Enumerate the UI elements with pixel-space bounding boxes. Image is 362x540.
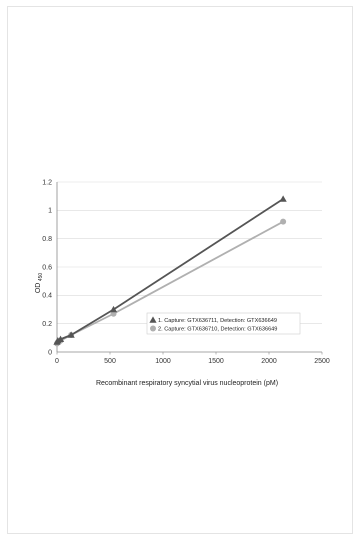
legend-marker (150, 325, 156, 332)
x-tick-label: 2000 (261, 358, 277, 365)
legend: 1. Capture: GTX636711, Detection: GTX636… (146, 312, 301, 335)
data-point (56, 335, 65, 342)
legend-label: 1. Capture: GTX636711, Detection: GTX636… (158, 318, 277, 324)
y-axis-title-main: OD (35, 283, 42, 294)
data-point (109, 305, 118, 313)
series (53, 195, 287, 347)
x-tick-label: 2500 (314, 358, 330, 365)
y-tick-label: 0.6 (42, 264, 52, 271)
y-tick-label: 0.8 (42, 236, 52, 243)
tick-labels: 0 0.2 0.4 0.6 0.8 1 1.2 0 500 1000 1500 2000 2500 (42, 179, 330, 365)
data-point (279, 195, 287, 202)
legend-items: 1. Capture: GTX636711, Detection: GTX636… (149, 316, 277, 333)
gridlines (57, 181, 322, 324)
y-tick-label: 0.2 (42, 321, 52, 328)
x-tick-label: 0 (55, 358, 59, 365)
y-axis-title-subscript: 450 (38, 273, 44, 282)
y-tick-label: 1 (48, 208, 52, 215)
data-point (67, 331, 75, 338)
series-triangle (53, 195, 287, 345)
y-tick-label: 0 (48, 349, 52, 356)
y-axis-title: OD450 (35, 273, 44, 294)
legend-label: 2. Capture: GTX636710, Detection: GTX636… (158, 327, 277, 333)
y-tick-label: 0.4 (42, 293, 52, 300)
legend-box (146, 312, 301, 335)
x-tick-label: 500 (104, 358, 116, 365)
x-axis-title: Recombinant respiratory syncytial virus … (96, 380, 278, 387)
figure-frame (7, 6, 353, 534)
x-tick-label: 1000 (155, 358, 171, 365)
x-tick-label: 1500 (208, 358, 224, 365)
y-tick-label: 1.2 (42, 179, 52, 186)
data-point (280, 218, 287, 225)
axes (56, 182, 323, 355)
data-point (110, 310, 117, 317)
legend-marker (149, 316, 157, 323)
